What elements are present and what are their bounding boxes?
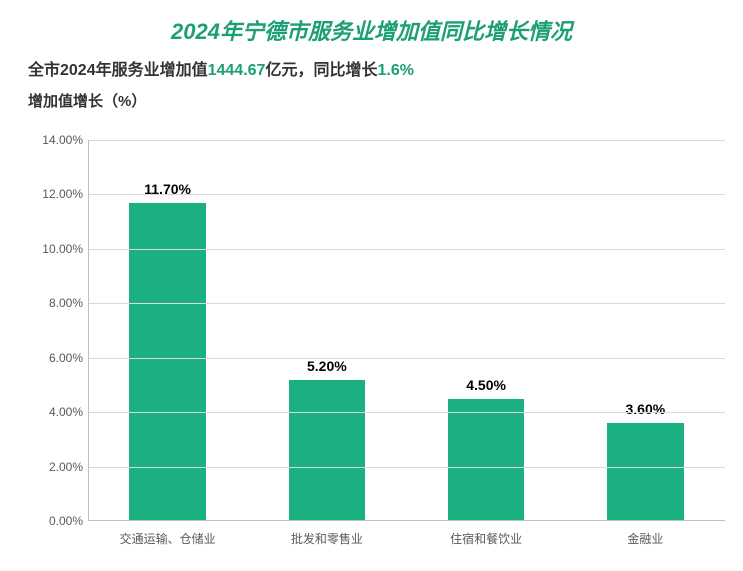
x-tick-label: 住宿和餐饮业 — [450, 530, 522, 547]
y-axis — [88, 140, 89, 521]
grid-line — [88, 358, 725, 359]
subtitle-value2: 1.6% — [377, 62, 413, 79]
subtitle-prefix: 全市2024年服务业增加值 — [28, 62, 208, 79]
chart-subtitle: 全市2024年服务业增加值1444.67亿元，同比增长1.6% — [0, 46, 743, 80]
grid-line — [88, 303, 725, 304]
chart-area: 11.70%交通运输、仓储业5.20%批发和零售业4.50%住宿和餐饮业3.60… — [28, 140, 725, 521]
bar: 3.60% — [607, 423, 683, 521]
subtitle-mid: 亿元，同比增长 — [265, 62, 377, 79]
x-tick-label: 批发和零售业 — [291, 530, 363, 547]
y-tick-label: 0.00% — [28, 514, 83, 528]
bar-value-label: 5.20% — [307, 358, 347, 374]
grid-line — [88, 249, 725, 250]
grid-line — [88, 140, 725, 141]
subtitle-value1: 1444.67 — [208, 62, 266, 79]
plot-region: 11.70%交通运输、仓储业5.20%批发和零售业4.50%住宿和餐饮业3.60… — [88, 140, 725, 521]
grid-line — [88, 467, 725, 468]
y-tick-label: 8.00% — [28, 296, 83, 310]
x-tick-label: 交通运输、仓储业 — [120, 530, 216, 547]
x-tick-label: 金融业 — [627, 530, 663, 547]
grid-line — [88, 194, 725, 195]
bar: 4.50% — [448, 399, 524, 521]
y-tick-label: 10.00% — [28, 242, 83, 256]
y-tick-label: 2.00% — [28, 460, 83, 474]
bar: 5.20% — [289, 380, 365, 522]
x-axis — [88, 520, 725, 521]
y-tick-label: 4.00% — [28, 405, 83, 419]
grid-line — [88, 412, 725, 413]
bar-value-label: 4.50% — [466, 377, 506, 393]
chart-title: 2024年宁德市服务业增加值同比增长情况 — [0, 0, 743, 46]
bar-value-label: 3.60% — [626, 401, 666, 417]
y-tick-label: 12.00% — [28, 187, 83, 201]
y-tick-label: 6.00% — [28, 351, 83, 365]
y-axis-label: 增加值增长（%） — [0, 80, 743, 111]
y-tick-label: 14.00% — [28, 133, 83, 147]
bar: 11.70% — [129, 203, 205, 521]
